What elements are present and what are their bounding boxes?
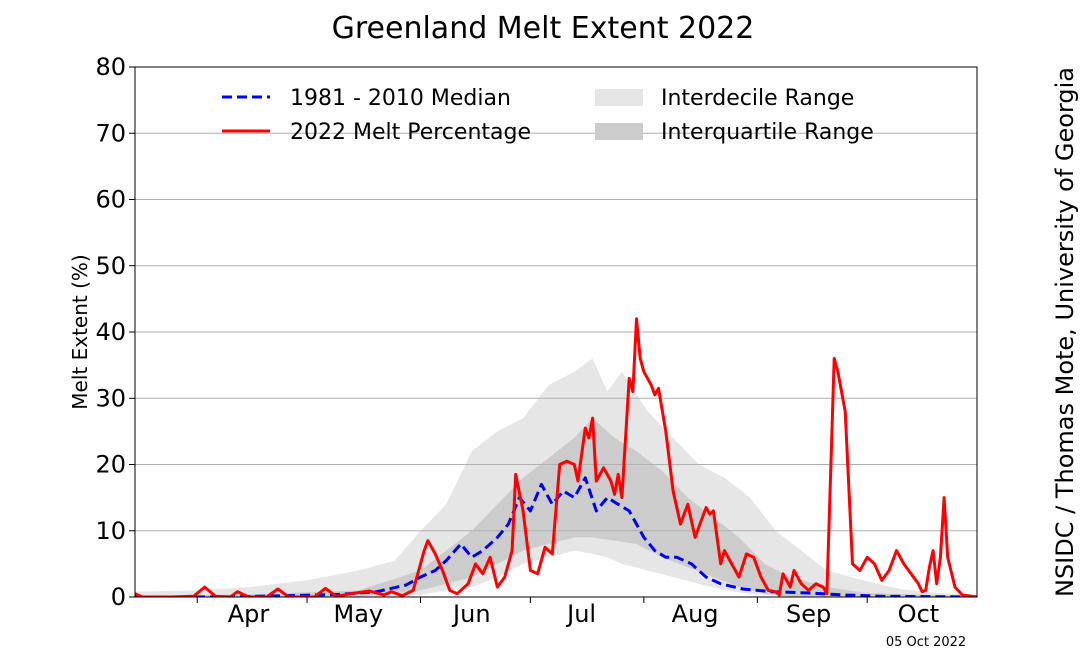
legend-melt-label: 2022 Melt Percentage [290, 120, 531, 145]
x-tick-label: Aug [672, 600, 719, 628]
x-tick-label: Sep [786, 600, 831, 628]
legend-interquartile-swatch [595, 123, 643, 140]
legend-interdecile-swatch [595, 89, 643, 106]
chart-title: Greenland Melt Extent 2022 [332, 11, 755, 46]
legend-median-label: 1981 - 2010 Median [290, 86, 511, 111]
date-stamp: 05 Oct 2022 [886, 635, 966, 650]
gridlines [135, 132, 977, 532]
y-axis-label: Melt Extent (%) [68, 254, 92, 409]
x-tick-label: Jun [451, 600, 491, 628]
y-tick-label: 0 [111, 583, 126, 611]
y-tick-label: 80 [95, 53, 126, 81]
y-axis: 0 10 20 30 40 50 60 70 80 [95, 53, 135, 611]
legend-interdecile-label: Interdecile Range [661, 86, 854, 111]
series-lines [135, 317, 977, 597]
y-tick-label: 30 [95, 384, 126, 412]
legend: 1981 - 2010 Median 2022 Melt Percentage … [222, 86, 874, 145]
y-tick-label: 20 [95, 451, 126, 479]
y-tick-label: 60 [95, 186, 126, 214]
credit-text: NSIDC / Thomas Mote, University of Georg… [1051, 67, 1079, 597]
x-tick-label: Oct [898, 600, 940, 628]
y-tick-label: 70 [95, 119, 126, 147]
x-axis: Apr May Jun Jul Aug Sep Oct [196, 597, 940, 628]
x-tick-label: Apr [228, 600, 270, 628]
y-tick-label: 50 [95, 252, 126, 280]
legend-interquartile-label: Interquartile Range [661, 120, 874, 145]
x-tick-label: Jul [565, 600, 596, 628]
x-tick-label: May [334, 600, 384, 628]
y-tick-label: 40 [95, 318, 126, 346]
series-line-median [135, 476, 977, 597]
series-line-melt-2022 [135, 317, 977, 597]
y-tick-label: 10 [95, 517, 126, 545]
